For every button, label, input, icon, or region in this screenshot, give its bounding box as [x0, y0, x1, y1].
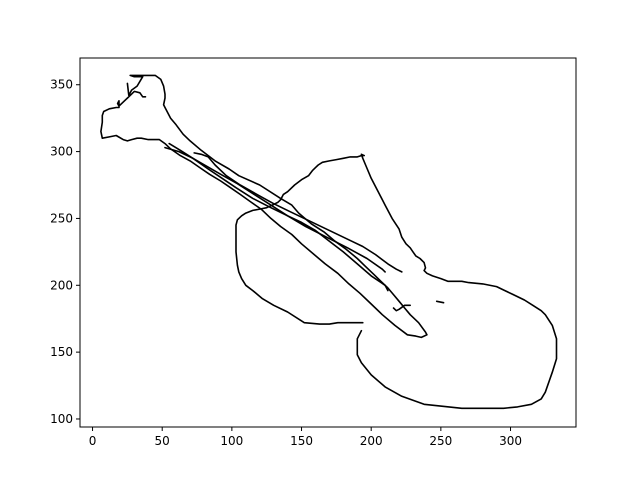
x-tick-label: 50 — [155, 434, 170, 448]
stroke-series-4 — [168, 142, 389, 292]
y-tick-label: 250 — [50, 211, 73, 225]
stroke-series-5 — [193, 152, 403, 273]
y-tick-label: 300 — [50, 145, 73, 159]
plot-frame — [79, 57, 577, 428]
y-axis: 100 150 200 250 300 350 — [50, 78, 80, 426]
x-tick-label: 0 — [89, 434, 97, 448]
y-tick-label: 200 — [50, 278, 73, 292]
x-tick-label: 150 — [290, 434, 313, 448]
y-tick-label: 350 — [50, 78, 73, 92]
x-tick-label: 250 — [429, 434, 452, 448]
x-tick-label: 100 — [220, 434, 243, 448]
x-tick-label: 300 — [499, 434, 522, 448]
y-tick-label: 150 — [50, 345, 73, 359]
x-axis: 0 50 100 150 200 250 300 — [89, 427, 522, 448]
stroke-series-1 — [235, 153, 558, 410]
y-tick-label: 100 — [50, 412, 73, 426]
x-tick-label: 200 — [360, 434, 383, 448]
stroke-series-7 — [435, 300, 445, 304]
plot-series-group — [100, 74, 558, 410]
stroke-series-2 — [100, 74, 428, 339]
stroke-series-6 — [392, 304, 411, 312]
